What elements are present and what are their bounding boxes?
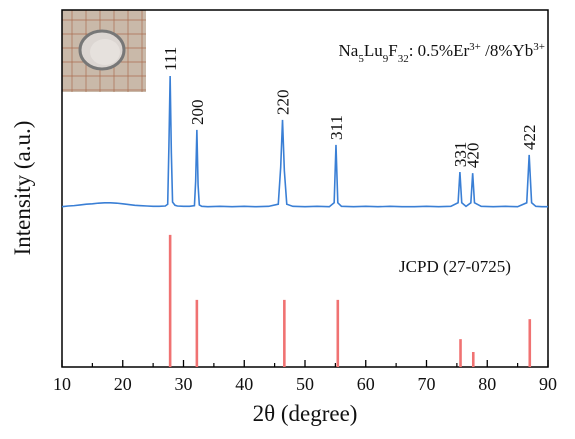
peak-label: 111 <box>161 47 180 71</box>
x-axis-label: 2θ (degree) <box>253 401 358 426</box>
legend-run: : 0.5%Er <box>409 41 470 60</box>
x-tick-label: 50 <box>296 374 314 394</box>
x-tick-label: 60 <box>357 374 375 394</box>
peak-label: 331 <box>451 142 470 168</box>
legend-label: JCPD (27-0725) <box>399 257 511 276</box>
x-tick-label: 80 <box>478 374 496 394</box>
peak-label: 220 <box>274 89 293 115</box>
legend-run: JCPD (27-0725) <box>399 257 511 276</box>
peak-label: 311 <box>327 115 346 140</box>
data-line <box>61 76 548 208</box>
legend-run: Na <box>339 41 359 60</box>
legend-run: F <box>388 41 397 60</box>
peak-label: 200 <box>188 99 207 125</box>
x-tick-label: 10 <box>53 374 71 394</box>
legend-run: 3+ <box>469 41 481 53</box>
x-tick-label: 70 <box>418 374 436 394</box>
x-tick-label: 20 <box>114 374 132 394</box>
inset-photo <box>62 10 146 92</box>
legend-run: 9 <box>383 53 389 65</box>
legend-run: 3+ <box>533 41 545 53</box>
x-tick-label: 30 <box>175 374 193 394</box>
y-axis-label: Intensity (a.u.) <box>10 121 35 256</box>
legend-label: Na5Lu9F32: 0.5%Er3+ /8%Yb3+ <box>339 41 545 65</box>
legend-run: 32 <box>398 53 409 65</box>
x-tick-label: 90 <box>539 374 557 394</box>
x-tick-label: 40 <box>235 374 253 394</box>
peak-label: 422 <box>520 124 539 150</box>
legend-run: Lu <box>364 41 383 60</box>
legend-run: 5 <box>358 53 364 65</box>
peak-label: 420 <box>464 143 483 169</box>
legend-run: /8%Yb <box>481 41 533 60</box>
